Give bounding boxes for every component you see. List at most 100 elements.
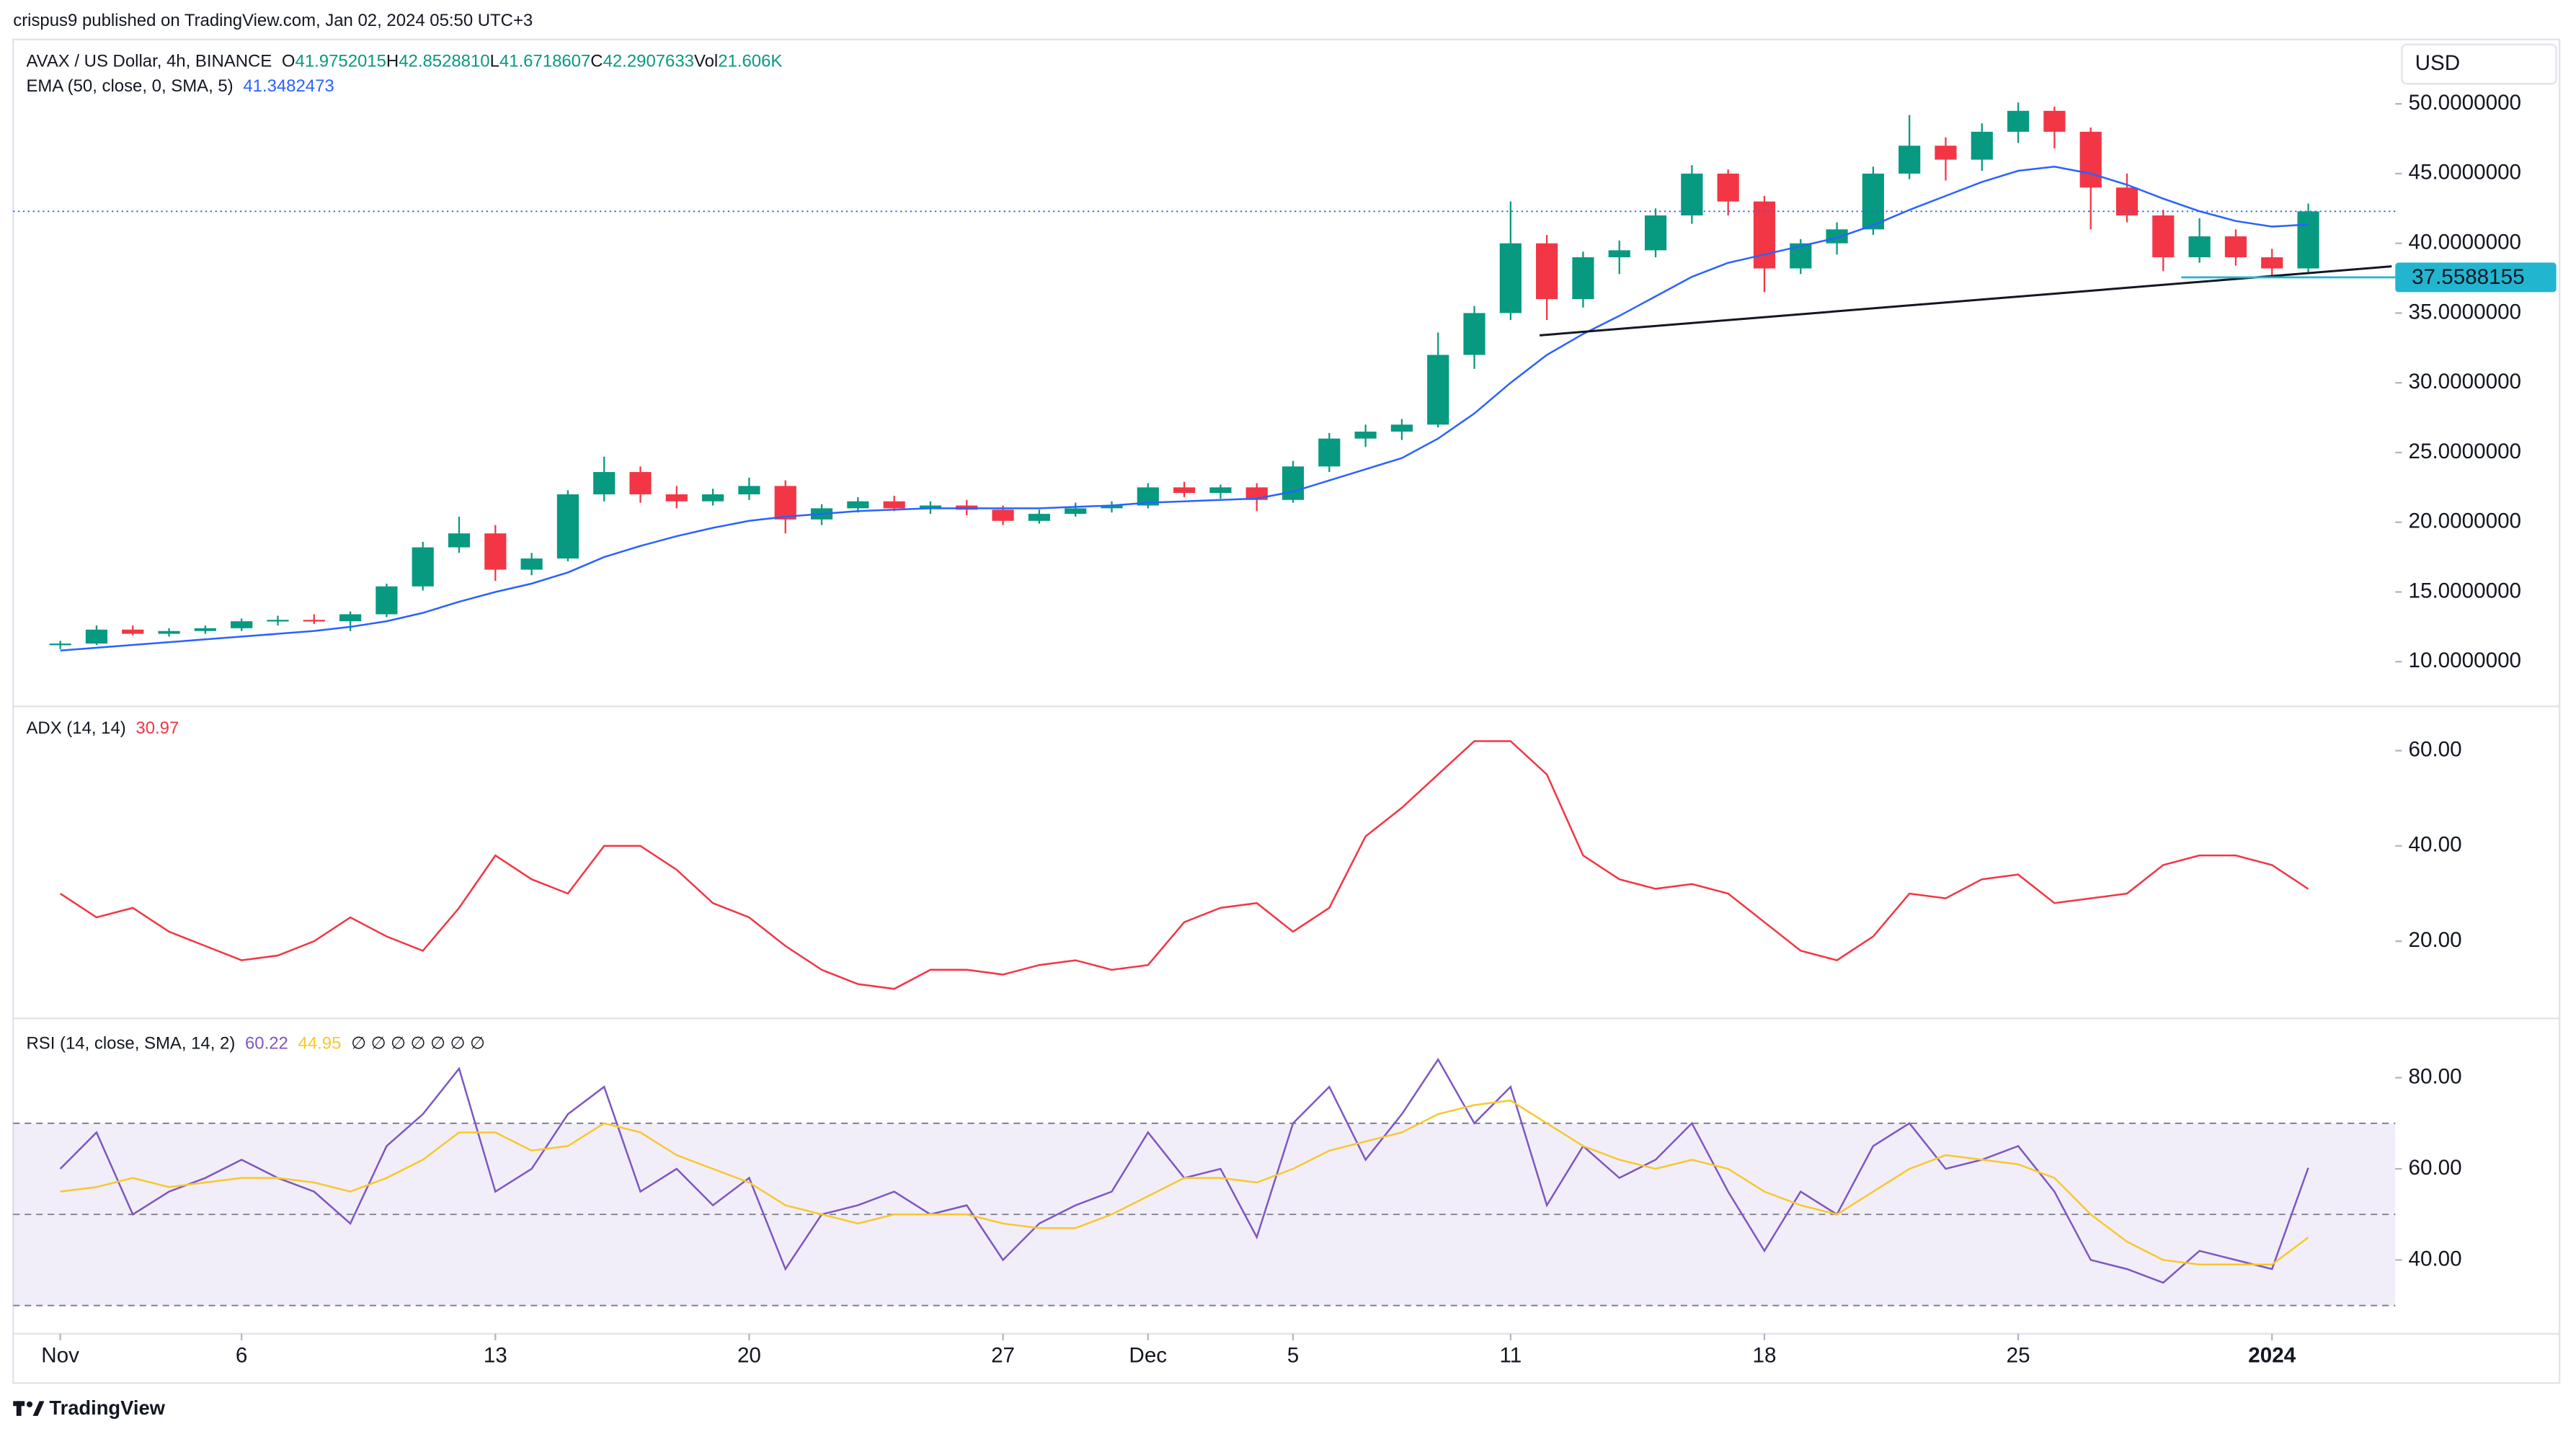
ema-line [60, 165, 2309, 652]
indicator-name: EMA (50, close, 0, SMA, 5) [26, 76, 233, 96]
legend-value: 41.9752015 [296, 52, 386, 71]
candle-body [847, 501, 869, 509]
y-tick-label: 80.00 [2409, 1064, 2462, 1088]
support-label-box [2395, 262, 2557, 293]
y-tick-label: 40.00 [2409, 1247, 2462, 1270]
chart-frame [12, 38, 2561, 1384]
candle-body [484, 533, 507, 570]
candle-body [593, 472, 616, 495]
candle-body [2297, 211, 2319, 269]
candle-body [1028, 514, 1050, 521]
indicator-line [59, 740, 2309, 990]
candle-body [1717, 173, 1739, 202]
legend-value: 42.2907633 [603, 52, 694, 71]
y-tick-label: 50.0000000 [2409, 91, 2522, 115]
legend-value: 21.606K [718, 52, 782, 71]
legend-key: L [490, 52, 499, 71]
candle-body [2007, 110, 2030, 132]
x-tick-label: 2024 [2248, 1344, 2296, 1368]
candle-body [49, 643, 71, 646]
indicator-extra: ∅ ∅ ∅ ∅ ∅ ∅ ∅ [351, 1034, 485, 1054]
candle-body [1862, 173, 1884, 230]
indicator-legend: RSI (14, close, SMA, 14, 2) 60.22 44.95 ∅ ∅… [26, 1034, 484, 1054]
candle-body [774, 486, 796, 520]
candle-body [303, 620, 325, 622]
candle-body [1898, 146, 1921, 174]
candle-body [1826, 229, 1848, 244]
x-tick-label: 13 [484, 1344, 507, 1368]
candle-body [85, 629, 108, 644]
y-tick-label: 60.00 [2409, 738, 2462, 762]
candle-body [1065, 508, 1087, 515]
candles [49, 102, 2319, 649]
y-tick-label: 40.0000000 [2409, 230, 2522, 254]
support-label: 37.5588155 [2412, 265, 2525, 289]
candle-body [520, 558, 543, 570]
y-tick-label: 35.0000000 [2409, 300, 2522, 324]
indicator-value: 41.3482473 [243, 76, 334, 96]
legend-value: 42.8528810 [399, 52, 489, 71]
indicator-value: 44.95 [298, 1034, 342, 1054]
candle-body [412, 547, 434, 587]
candle-body [1681, 173, 1703, 215]
x-tick-label: 20 [737, 1344, 761, 1368]
candle-body [1608, 250, 1630, 258]
candle-body [2188, 236, 2211, 258]
candle-body [1101, 505, 1123, 509]
candle-body [1318, 438, 1341, 467]
symbol: AVAX / US Dollar, 4h, BINANCE [26, 52, 272, 71]
candle-body [1935, 146, 1957, 160]
candle-body [919, 505, 942, 509]
candle-body [158, 631, 180, 634]
candle-body [2224, 236, 2247, 258]
candle-body [1536, 243, 1558, 300]
x-tick-label: 6 [236, 1344, 247, 1368]
candle-body [665, 494, 688, 502]
indicator-value: 30.97 [136, 718, 179, 738]
candle-body [194, 628, 216, 631]
candle-body [629, 472, 652, 495]
candle-body [1463, 313, 1485, 355]
indicator-legend: EMA (50, close, 0, SMA, 5) 41.3482473 [26, 76, 334, 96]
legend-key: H [386, 52, 399, 71]
currency-box[interactable] [2401, 43, 2557, 85]
x-tick-label: 18 [1752, 1344, 1776, 1368]
brand: TradingView [49, 1397, 165, 1419]
candle-body [1971, 131, 1993, 160]
indicator-legend: ADX (14, 14) 30.97 [26, 718, 179, 738]
x-tick-label: 5 [1287, 1344, 1299, 1368]
indicator-line [60, 1099, 2309, 1266]
y-tick-label: 40.00 [2409, 833, 2462, 857]
indicator-value: 60.22 [245, 1034, 288, 1054]
y-tick-label: 30.0000000 [2409, 370, 2522, 393]
candle-body [267, 620, 289, 622]
candle-body [339, 614, 362, 622]
currency[interactable]: USD [2415, 51, 2461, 75]
candle-body [702, 494, 724, 502]
candle-body [2043, 110, 2066, 132]
candle-body [1753, 201, 1776, 269]
y-tick-label: 60.00 [2409, 1156, 2462, 1180]
legend-title: AVAX / US Dollar, 4h, BINANCE O41.9752015… [26, 52, 782, 71]
candle-body [1499, 243, 1522, 313]
candle-body [448, 533, 471, 548]
candle-body [2152, 215, 2175, 258]
candle-body [1572, 257, 1594, 300]
candle-body [1644, 215, 1667, 251]
x-tick-label: Dec [1129, 1344, 1167, 1368]
candle-body [1427, 355, 1449, 425]
legend-key: Vol [694, 52, 718, 71]
published-note: crispus9 published on TradingView.com, J… [13, 11, 533, 30]
candle-body [1354, 431, 1377, 439]
candle-body [1390, 424, 1413, 432]
y-tick-label: 20.0000000 [2409, 509, 2522, 533]
candle-body [992, 509, 1014, 521]
legend-value: 41.6718607 [499, 52, 590, 71]
candle-body [883, 501, 905, 509]
x-tick-label: Nov [41, 1344, 79, 1368]
legend-key: C [590, 52, 603, 71]
candle-body [2079, 131, 2102, 188]
candle-body [1282, 466, 1305, 500]
